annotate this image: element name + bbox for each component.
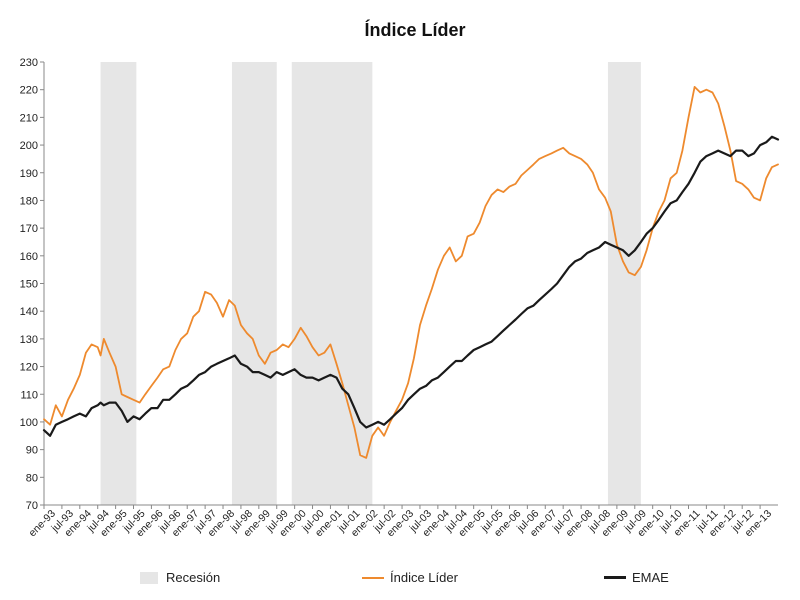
y-tick-label: 130 [20,334,38,346]
y-tick-label: 140 [20,306,38,318]
y-tick-label: 200 [20,140,38,152]
recession-band-2 [291,62,373,505]
legend-label-emae: EMAE [632,570,669,585]
y-tick-label: 170 [20,223,38,235]
y-tick-label: 100 [20,417,38,429]
legend-item-emae: EMAE [604,570,669,585]
y-tick-label: 210 [20,112,38,124]
legend-label-recesion: Recesión [166,570,221,585]
y-tick-label: 90 [26,445,38,457]
series-line-emae [42,135,780,437]
y-tick-label: 220 [20,85,38,97]
y-tick-label: 110 [20,389,38,401]
chart-area: 70 80 90 100 110 120 130 140 150 160 170 180 190 200 2… [20,57,780,539]
y-tick-label: 230 [20,57,38,69]
y-tick-label: 160 [20,251,38,263]
legend-item-indice-lider: Índice Líder [362,570,458,585]
legend: Recesión Índice Líder EMAE [0,570,800,592]
y-tick-label: 180 [20,195,38,207]
series-lines [42,86,780,459]
y-tick-label: 80 [26,472,38,484]
recession-band-1 [231,62,277,505]
y-tick-label: 70 [26,500,38,512]
y-tick-label: 150 [20,279,38,291]
recession-bands [100,62,641,505]
y-tick-label: 120 [20,362,38,374]
legend-label-indice-lider: Índice Líder [390,570,458,585]
legend-swatch-recesion [140,571,158,584]
recession-band-0 [100,62,137,505]
series-line-indice-lider [43,86,779,459]
legend-swatch-emae [604,576,626,579]
recession-band-3 [607,62,641,505]
y-tick-label: 190 [20,168,38,180]
legend-swatch-indice-lider [362,576,384,579]
chart-title: Índice Líder [364,20,466,40]
legend-item-recesion: Recesión [140,570,220,585]
